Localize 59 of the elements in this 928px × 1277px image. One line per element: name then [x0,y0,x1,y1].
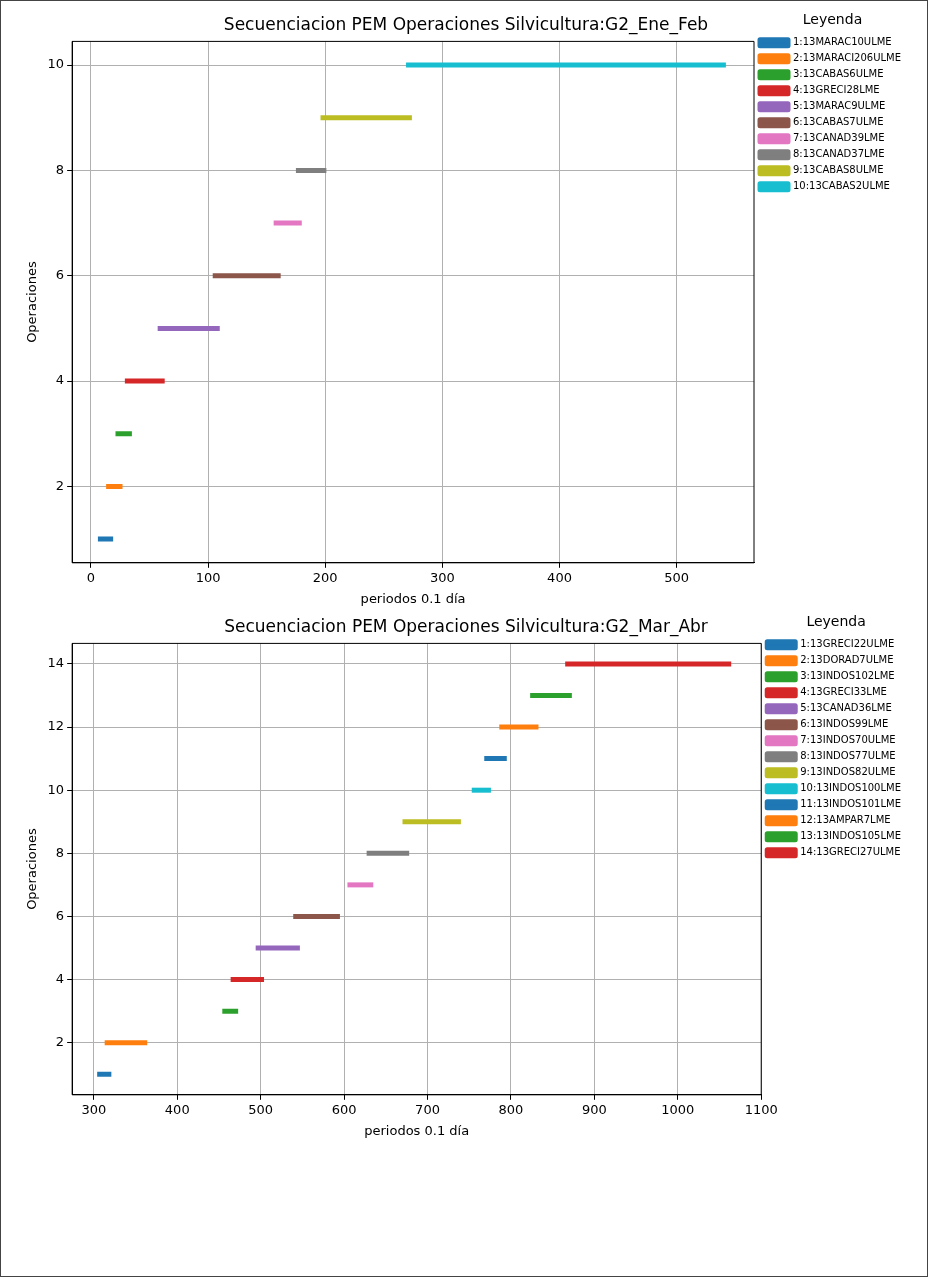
x-tick-label: 500 [248,1101,274,1117]
legend-label: 7:13INDOS70ULME [800,734,896,746]
y-tick-label: 14 [47,655,65,671]
y-tick-label: 6 [55,267,65,283]
legend-label: 5:13CANAD36LME [800,702,892,714]
legend-label: 7:13CANAD39LME [793,132,885,144]
y-axis-title: Operaciones [24,261,40,343]
y-tick-label: 10 [47,56,65,72]
chart-title: Secuenciacion PEM Operaciones Silvicultura:G2_Ene_Feb [223,13,709,35]
x-tick-label: 100 [195,569,221,585]
legend-label: 13:13INDOS105LME [800,830,902,842]
legend-label: 12:13AMPAR7LME [800,814,891,826]
x-tick-label: 400 [164,1101,190,1117]
legend-label: 3:13INDOS102LME [800,670,895,682]
legend-label: 3:13CABAS6ULME [793,68,884,80]
legend-label: 6:13INDOS99LME [800,718,889,730]
legend-label: 9:13CABAS8ULME [793,164,884,176]
legend-label: 2:13DORAD7ULME [800,654,894,666]
legend-label: 5:13MARAC9ULME [793,100,886,112]
legend-label: 9:13INDOS82ULME [800,766,896,778]
x-tick-label: 800 [498,1101,524,1117]
x-tick-label: 300 [81,1101,107,1117]
legend-label: 14:13GRECI27ULME [800,846,901,858]
x-tick-label: 700 [415,1101,440,1117]
legend-title: Leyenda [802,10,863,27]
legend-label: 11:13INDOS101LME [800,798,902,810]
y-tick-label: 4 [55,970,65,986]
x-tick-label: 0 [86,569,96,585]
x-tick-label: 1000 [661,1101,695,1117]
x-tick-label: 400 [547,569,572,585]
x-tick-label: 300 [429,569,455,585]
x-tick-label: 500 [664,569,690,585]
legend-label: 10:13INDOS100LME [800,782,902,794]
y-axis-title: Operaciones [24,828,40,910]
y-tick-label: 6 [55,907,65,923]
chart-title: Secuenciacion PEM Operaciones Silvicultura:G2_Mar_Abr [224,615,708,637]
x-tick-label: 900 [581,1101,607,1117]
x-tick-label: 200 [312,569,338,585]
legend-label: 4:13GRECI33LME [800,686,887,698]
legend-label: 10:13CABAS2ULME [793,180,890,192]
legend-label: 2:13MARACI206ULME [793,52,902,64]
x-axis-title: periodos 0.1 día [360,590,466,606]
legend-label: 1:13MARAC10ULME [793,36,892,48]
y-tick-label: 2 [55,1034,65,1050]
legend-label: 4:13GRECI28LME [793,84,880,96]
legend-label: 8:13CANAD37LME [793,148,885,160]
legend-label: 6:13CABAS7ULME [793,116,884,128]
y-tick-label: 4 [55,372,65,388]
x-tick-label: 600 [331,1101,357,1117]
legend-label: 8:13INDOS77ULME [800,750,896,762]
y-tick-label: 8 [55,161,65,177]
y-tick-label: 8 [55,844,65,860]
x-tick-label: 1100 [744,1101,778,1117]
legend-title: Leyenda [806,612,866,629]
y-tick-label: 2 [55,477,65,493]
y-tick-label: 10 [47,781,65,797]
x-axis-title: periodos 0.1 día [364,1122,470,1138]
y-tick-label: 12 [47,718,65,734]
legend-label: 1:13GRECI22ULME [800,638,895,650]
